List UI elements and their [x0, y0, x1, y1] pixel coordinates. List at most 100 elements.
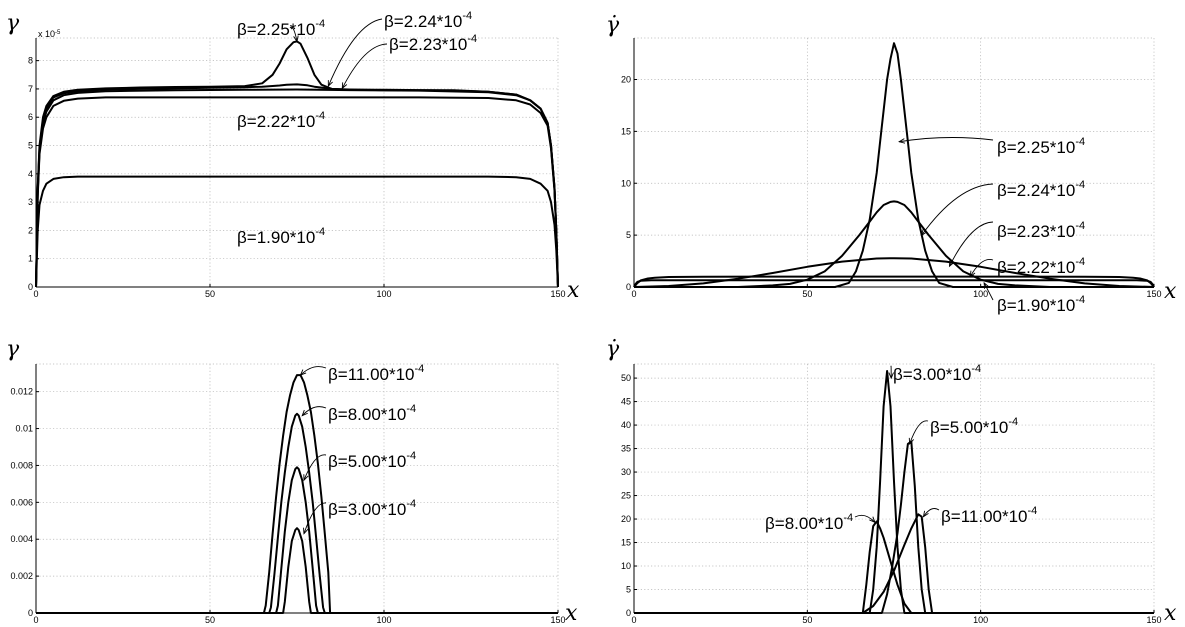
y-tick-label: 5	[626, 585, 631, 595]
y-tick-label: 3	[28, 197, 33, 207]
series-annotation-power: -4	[971, 363, 981, 375]
y-tick-label: 5	[626, 230, 631, 240]
series-annotation-power: -4	[406, 498, 416, 510]
series-line	[36, 374, 558, 614]
y-tick-label: 0.006	[10, 497, 33, 507]
series-annotation-power: -4	[315, 110, 325, 122]
x-tick-label: 50	[802, 615, 812, 625]
annotation-arrow	[983, 282, 994, 301]
y-tick-label: 0.008	[10, 460, 33, 470]
x-tick-label: 150	[1146, 615, 1161, 625]
series-line	[35, 96, 559, 288]
annotation-arrow	[909, 420, 929, 445]
x-tick-label: 50	[205, 615, 215, 625]
annotation-arrowhead	[303, 474, 309, 482]
panel-gamma-high-beta: 0 50 100 150 0 0.002 0.004 0.006 0.008 0.01 0.012 γ…	[6, 337, 578, 626]
series-line	[36, 466, 558, 614]
annotation-arrow	[923, 508, 940, 517]
annotation-arrowhead	[922, 510, 929, 518]
y-tick-label: 50	[621, 373, 631, 383]
series-annotation-power: -4	[406, 450, 416, 462]
series-annotation: β=2.23*10-4	[997, 220, 1085, 241]
x-tick-label: 50	[802, 289, 812, 299]
series-annotation: β=11.00*10-4	[941, 505, 1037, 526]
x-tick-label: 150	[1146, 289, 1161, 299]
series-annotation-power: -4	[1075, 294, 1085, 306]
series-annotation: β=2.23*10-4	[389, 33, 477, 54]
series-annotation: β=11.00*10-4	[328, 363, 424, 384]
x-tick-label: 100	[973, 615, 988, 625]
y-exponent-power: -5	[55, 30, 61, 36]
annotation-arrow	[301, 406, 327, 416]
annotation-arrow	[289, 26, 298, 42]
annotation-arrowhead	[948, 260, 955, 268]
series-annotation-power: -4	[1075, 220, 1085, 232]
series-annotation: β=8.00*10-4	[328, 403, 416, 424]
annotation-arrow	[303, 454, 327, 481]
annotation-arrowhead	[969, 270, 976, 278]
annotation-arrowhead	[869, 516, 876, 524]
y-tick-label: 10	[621, 178, 631, 188]
series-annotation: β=2.25*10-4	[997, 136, 1085, 157]
y-tick-label: 15	[621, 126, 631, 136]
x-tick-label: 0	[33, 289, 38, 299]
annotation-arrow	[854, 514, 876, 523]
series-annotation-power: -4	[415, 363, 425, 375]
y-tick-label: 5	[28, 141, 33, 151]
annotation-arrowhead	[908, 437, 915, 445]
annotation-arrowhead	[303, 527, 309, 535]
y-tick-label: 20	[621, 75, 631, 85]
annotation-arrowhead	[341, 82, 348, 90]
annotation-arrow	[327, 18, 383, 87]
x-axis-label: x	[1164, 601, 1177, 626]
series-annotation-power: -4	[843, 512, 853, 524]
series-annotation-power: -4	[1075, 179, 1085, 191]
y-tick-label: 10	[621, 561, 631, 571]
y-exponent-label: x 10-5	[38, 29, 61, 39]
annotation-arrowhead	[921, 229, 928, 237]
series-line	[35, 40, 559, 288]
series-annotation-power: -4	[1075, 136, 1085, 148]
series-annotation: β=1.90*10-4	[997, 294, 1085, 315]
annotation-arrowhead	[293, 35, 299, 43]
y-tick-label: 45	[621, 397, 631, 407]
x-tick-label: 100	[973, 289, 988, 299]
annotation-arrow	[969, 259, 994, 277]
y-axis-label: γ	[6, 337, 20, 362]
annotation-arrow	[341, 43, 388, 89]
annotation-arrow	[921, 183, 994, 236]
x-tick-label: 0	[33, 615, 38, 625]
y-tick-label: 0.004	[10, 534, 33, 544]
x-tick-label: 150	[550, 289, 565, 299]
series-annotation-power: -4	[1075, 256, 1085, 268]
series-line	[633, 279, 1155, 288]
series-line	[634, 200, 1154, 288]
y-tick-label: 8	[28, 56, 33, 66]
series-annotation: β=2.24*10-4	[997, 179, 1085, 200]
y-tick-label: 1	[28, 254, 33, 264]
x-tick-label: 100	[376, 289, 391, 299]
annotation-arrowhead	[888, 372, 894, 380]
series-annotation: β=3.00*10-4	[328, 498, 416, 519]
series-annotation: β=8.00*10-4	[765, 512, 853, 533]
y-tick-label: 30	[621, 467, 631, 477]
series-annotation: β=2.24*10-4	[384, 10, 472, 31]
series-annotation: β=2.22*10-4	[997, 256, 1085, 277]
series-line	[36, 527, 558, 614]
y-tick-label: 20	[621, 514, 631, 524]
annotation-arrow	[303, 502, 327, 534]
y-tick-label: 4	[28, 169, 33, 179]
annotation-arrowhead	[299, 369, 307, 376]
series-annotation: β=2.25*10-4	[237, 18, 325, 39]
y-tick-label: 7	[28, 84, 33, 94]
y-tick-label: 0	[626, 608, 631, 618]
y-tick-label: 0	[28, 608, 33, 618]
y-tick-label: 25	[621, 491, 631, 501]
y-tick-label: 0	[626, 282, 631, 292]
y-axis-label: γ	[6, 11, 20, 36]
series-annotation-power: -4	[462, 10, 472, 22]
y-axis-label: γ̇	[606, 337, 620, 362]
y-tick-label: 0.01	[15, 424, 33, 434]
y-tick-label: 0	[28, 282, 33, 292]
